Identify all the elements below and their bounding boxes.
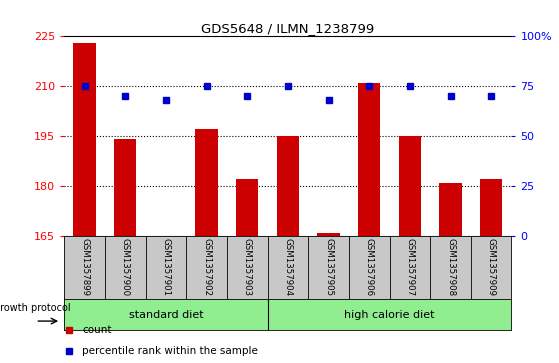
Text: GSM1357909: GSM1357909 — [487, 238, 496, 297]
Text: GSM1357905: GSM1357905 — [324, 238, 333, 297]
Bar — [277, 136, 299, 236]
Text: percentile rank within the sample: percentile rank within the sample — [82, 346, 258, 356]
Text: GSM1357906: GSM1357906 — [364, 238, 374, 297]
Bar — [318, 233, 340, 236]
Text: count: count — [82, 325, 112, 335]
Bar — [73, 43, 96, 236]
Bar — [399, 136, 421, 236]
Text: GSM1357903: GSM1357903 — [243, 238, 252, 297]
Text: GSM1357902: GSM1357902 — [202, 238, 211, 297]
Text: GSM1357907: GSM1357907 — [405, 238, 414, 297]
Bar — [480, 179, 503, 236]
Text: GSM1357904: GSM1357904 — [283, 238, 292, 297]
Text: growth protocol: growth protocol — [0, 303, 70, 313]
Text: GSM1357899: GSM1357899 — [80, 238, 89, 297]
Title: GDS5648 / ILMN_1238799: GDS5648 / ILMN_1238799 — [201, 22, 375, 35]
Text: GSM1357900: GSM1357900 — [121, 238, 130, 297]
Text: high calorie diet: high calorie diet — [344, 310, 435, 320]
Bar — [114, 139, 136, 236]
Bar — [358, 83, 380, 236]
Text: GSM1357901: GSM1357901 — [162, 238, 170, 297]
Text: standard diet: standard diet — [129, 310, 203, 320]
Bar — [439, 183, 462, 236]
Text: GSM1357908: GSM1357908 — [446, 238, 455, 297]
Bar — [236, 179, 258, 236]
Bar — [196, 130, 218, 236]
